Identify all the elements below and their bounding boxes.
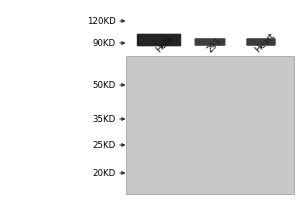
Text: 20KD: 20KD (92, 168, 116, 178)
Text: 90KD: 90KD (92, 38, 116, 47)
Text: Heart: Heart (254, 31, 277, 54)
Text: 120KD: 120KD (87, 17, 116, 25)
FancyBboxPatch shape (246, 38, 276, 46)
Bar (126, 56, 294, 194)
Text: 35KD: 35KD (92, 114, 116, 123)
Text: 50KD: 50KD (92, 81, 116, 90)
Text: 293: 293 (206, 36, 224, 54)
FancyBboxPatch shape (137, 34, 181, 46)
Text: 25KD: 25KD (92, 140, 116, 149)
Text: Hela: Hela (154, 34, 175, 54)
FancyBboxPatch shape (194, 38, 226, 46)
